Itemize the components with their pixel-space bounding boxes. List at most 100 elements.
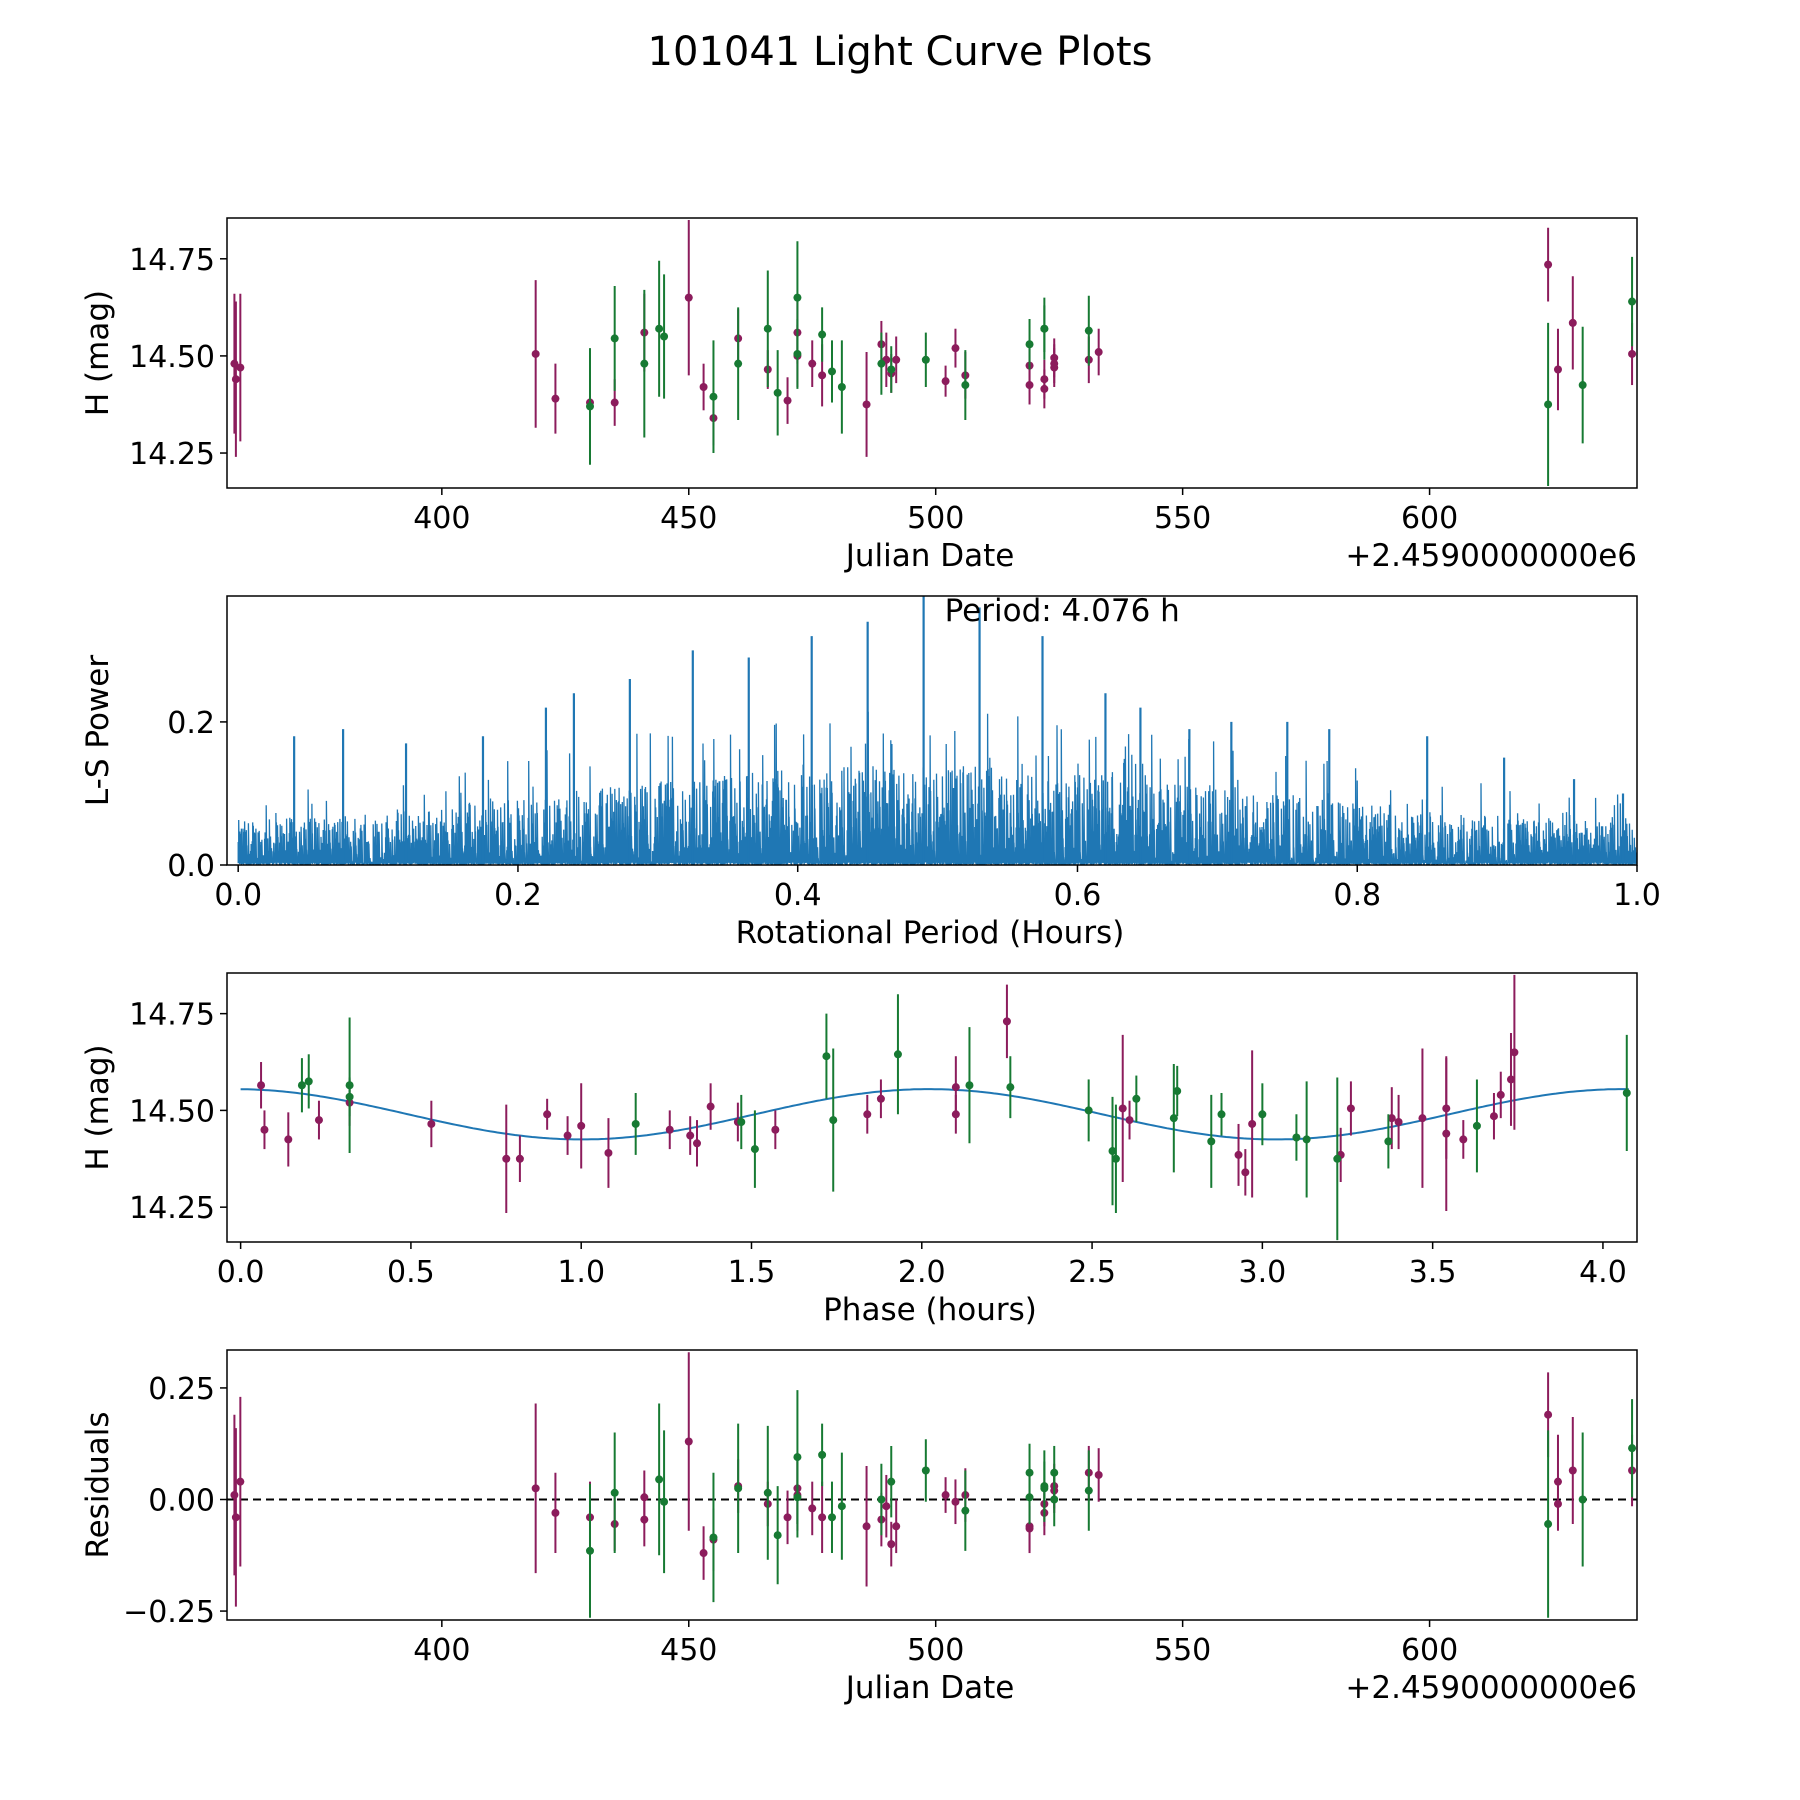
data-point (563, 1131, 572, 1140)
data-point (709, 392, 718, 401)
data-point (1496, 1090, 1505, 1099)
data-point (699, 1549, 708, 1558)
data-point (773, 1531, 782, 1540)
data-point (951, 1497, 960, 1506)
data-point (1002, 1017, 1011, 1026)
data-point (1125, 1116, 1134, 1125)
data-point (640, 1515, 649, 1524)
data-point (502, 1154, 511, 1163)
data-point (921, 355, 930, 364)
period-annotation: Period: 4.076 h (945, 593, 1180, 629)
data-point (1084, 326, 1093, 335)
y-tick-label: −0.25 (123, 1595, 215, 1630)
data-point (1333, 1154, 1342, 1163)
data-point (951, 1110, 960, 1119)
data-point (750, 1145, 759, 1154)
data-point (551, 1508, 560, 1517)
figure-title: 101041 Light Curve Plots (648, 29, 1153, 75)
plot-area (240, 974, 1631, 1241)
data-point (877, 1495, 886, 1504)
data-point (1553, 365, 1562, 374)
data-point (882, 1502, 891, 1511)
y-tick-label: 14.75 (129, 998, 215, 1033)
data-point (1025, 340, 1034, 349)
data-point (887, 365, 896, 374)
data-point (1292, 1133, 1301, 1142)
data-point (640, 359, 649, 368)
data-point (763, 324, 772, 333)
data-point (837, 1502, 846, 1511)
data-point (829, 1116, 838, 1125)
data-point (1628, 1444, 1637, 1453)
data-point (862, 1522, 871, 1531)
data-point (877, 359, 886, 368)
data-point (1207, 1137, 1216, 1146)
data-point (1241, 1168, 1250, 1177)
data-point (230, 1491, 239, 1500)
data-point (1442, 1104, 1451, 1113)
data-point (863, 1110, 872, 1119)
data-point (818, 330, 827, 339)
x-tick-label: 450 (660, 1633, 717, 1668)
data-point (951, 344, 960, 353)
data-point (686, 1131, 695, 1140)
x-tick-label: 450 (660, 501, 717, 536)
data-point (808, 359, 817, 368)
data-point (1094, 1470, 1103, 1479)
y-tick-label: 0.00 (148, 1484, 215, 1519)
data-point (684, 293, 693, 302)
data-point (1084, 1106, 1093, 1115)
lightcurve-panel: 400 450 500 550 600 14.25 14.50 14.75 Julian Dat… (80, 217, 1638, 574)
data-point (260, 1125, 269, 1134)
x-tick-label: 2.0 (898, 1255, 946, 1290)
axes-frame (226, 972, 1638, 1243)
data-point (1050, 359, 1059, 368)
data-point (793, 1493, 802, 1502)
data-point (1217, 1110, 1226, 1119)
data-point (1544, 400, 1553, 409)
series-green (297, 994, 1631, 1241)
data-point (1006, 1083, 1015, 1092)
data-point (610, 1488, 619, 1497)
data-point (304, 1077, 313, 1086)
plot-area (227, 1352, 1637, 1618)
data-point (887, 1540, 896, 1549)
data-point (231, 375, 240, 384)
data-point (1544, 1520, 1553, 1529)
data-point (1234, 1150, 1243, 1159)
series-magenta (257, 974, 1519, 1213)
x-axis-label: Julian Date (844, 1670, 1015, 1706)
x-tick-label: 600 (1401, 1633, 1458, 1668)
data-point (818, 1450, 827, 1459)
data-point (793, 293, 802, 302)
data-point (1169, 1114, 1178, 1123)
data-point (660, 1497, 669, 1506)
data-point (1459, 1135, 1468, 1144)
plot-area (237, 596, 1637, 865)
data-point (706, 1102, 715, 1111)
data-point (543, 1110, 552, 1119)
data-point (1173, 1087, 1182, 1096)
data-point (284, 1135, 293, 1144)
data-point (231, 1513, 240, 1522)
data-point (1510, 1048, 1519, 1057)
y-axis-label: H (mag) (80, 1044, 116, 1170)
data-point (783, 396, 792, 405)
data-point (1248, 1119, 1257, 1128)
data-point (737, 1118, 746, 1127)
data-point (610, 334, 619, 343)
data-point (1544, 1410, 1553, 1419)
data-point (818, 371, 827, 380)
data-point (1578, 1495, 1587, 1504)
data-point (1418, 1114, 1427, 1123)
data-point (1544, 260, 1553, 269)
x-tick-label: 0.8 (1333, 878, 1381, 913)
data-point (887, 1477, 896, 1486)
data-point (1472, 1121, 1481, 1130)
data-point (808, 1504, 817, 1513)
x-tick-label: 500 (907, 1633, 964, 1668)
x-tick-label: 550 (1154, 1633, 1211, 1668)
x-offset-label: +2.4590000000e6 (1345, 1670, 1637, 1706)
data-point (427, 1119, 436, 1128)
